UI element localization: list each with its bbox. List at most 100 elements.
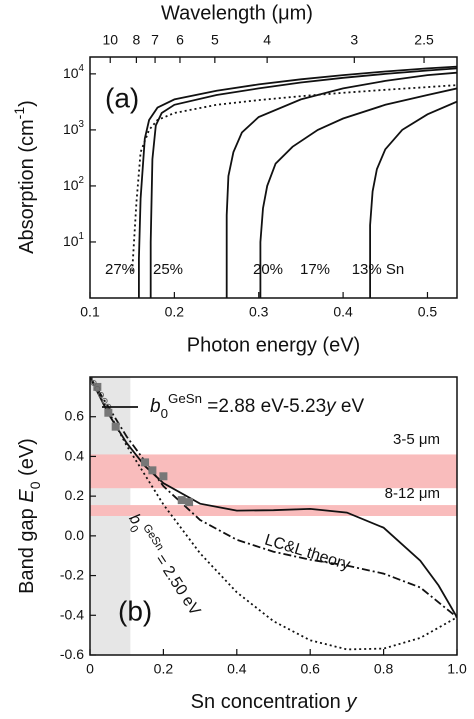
text-part: E: [16, 489, 38, 503]
data-point: [94, 385, 101, 392]
data-point: [93, 382, 102, 391]
text-part: ): [16, 100, 38, 107]
x-tick-label: 0.5: [418, 304, 438, 320]
x-tick-label: 0: [86, 661, 94, 677]
text-part: 0.4: [65, 447, 85, 463]
y-tick-label: 0.2: [65, 487, 85, 503]
band-label: 8-12 μm: [385, 485, 440, 502]
data-point: [159, 472, 168, 481]
text-part: 10: [63, 121, 79, 137]
legend-entry: b0GeSn =2.88 eV-5.23y eV: [150, 391, 364, 421]
band-label: 3-5 μm: [393, 431, 440, 448]
x2-tick-label: 3: [350, 32, 358, 48]
y-tick-label: 0.4: [65, 447, 85, 463]
text-part: 1: [79, 231, 84, 242]
y-tick-label: 104: [63, 63, 85, 81]
text-part: eV: [336, 396, 365, 417]
y-tick-label: -0.2: [60, 566, 84, 582]
y-tick-label: 0.0: [65, 527, 85, 543]
text-part: -1: [11, 107, 27, 120]
x2-tick-label: 6: [176, 32, 184, 48]
curve-label: 25%: [153, 261, 183, 278]
x2-tick-label: 2.5: [414, 32, 434, 48]
text-part: 2: [79, 175, 84, 186]
text-part: -0.4: [60, 606, 84, 622]
data-point: [104, 408, 113, 417]
data-point: [141, 458, 150, 467]
curve: [131, 84, 457, 272]
x-tick-label: 0.2: [165, 304, 185, 320]
x2-tick-label: 5: [211, 32, 219, 48]
x-tick-label: 0.4: [227, 661, 247, 677]
text-part: Band gap: [16, 503, 38, 594]
text-part: 0: [161, 406, 168, 421]
curve: [138, 65, 457, 298]
x2-tick-label: 7: [151, 32, 159, 48]
x-tick-label: 0.6: [300, 661, 320, 677]
text-part: 0.0: [65, 527, 85, 543]
curve-label: 17%: [300, 261, 330, 278]
x-tick-label: 0.2: [154, 661, 174, 677]
data-point: [177, 496, 186, 505]
x-tick-label: 1.0: [447, 661, 467, 677]
x-tick-label: 0.4: [333, 304, 353, 320]
data-point: [90, 379, 97, 386]
plot-frame: [89, 56, 458, 299]
curve: [149, 67, 457, 298]
curve-label: 27%: [105, 261, 135, 278]
x2-tick-label: 8: [132, 32, 140, 48]
panel-label: (b): [118, 595, 152, 626]
curve: [225, 71, 457, 298]
panel-label: (a): [105, 82, 139, 113]
y-axis-label: Absorption (cm-1): [11, 100, 39, 254]
curve-label: 13% Sn: [352, 261, 405, 278]
data-point: [90, 377, 93, 382]
text-part: 0.6: [65, 407, 85, 423]
text-part: 0: [27, 481, 43, 489]
x-tick-label: 0.3: [249, 304, 269, 320]
curve: [369, 100, 457, 298]
axis-title-top: Wavelength (μm): [161, 2, 313, 24]
text-part: 10: [63, 233, 79, 249]
text-part: GeSn: [168, 391, 202, 406]
data-point: [111, 422, 120, 431]
x-axis-label: Photon energy (eV): [187, 334, 360, 356]
x-tick-label: 0.1: [80, 304, 100, 320]
text-part: -0.2: [60, 566, 84, 582]
text-part: (eV): [16, 438, 38, 481]
data-point: [98, 391, 105, 398]
curve: [90, 377, 457, 618]
x2-tick-label: 4: [263, 32, 271, 48]
text-part: -0.6: [60, 646, 84, 662]
x-tick-label: 0.8: [374, 661, 394, 677]
text-part: 0: [127, 523, 140, 535]
text-part: 4: [79, 63, 85, 74]
text-part: = 2.50 eV: [149, 548, 203, 619]
text-part: b: [150, 396, 161, 417]
x-axis-label: Sn concentration y: [191, 691, 358, 713]
text-part: Absorption (cm: [16, 119, 38, 254]
data-point: [101, 397, 108, 404]
y-tick-label: 101: [63, 231, 84, 249]
curve-annotation: LC&L theory: [263, 532, 352, 574]
y-axis-label: Band gap E0 (eV): [16, 438, 42, 594]
x2-tick-label: 10: [102, 32, 118, 48]
plot-area: [90, 377, 457, 655]
text-part: y: [344, 691, 357, 713]
y-tick-label: 0.6: [65, 407, 85, 423]
y-tick-label: -0.6: [60, 646, 84, 662]
curve: [259, 87, 457, 298]
text-part: y: [324, 396, 337, 417]
y-tick-label: 102: [63, 175, 84, 193]
text-part: 3: [79, 119, 85, 130]
data-point: [185, 498, 194, 507]
text-part: 10: [63, 65, 79, 81]
plot-area: [131, 65, 457, 298]
text-part: 0.2: [65, 487, 85, 503]
plot-frame: [89, 376, 458, 656]
curve: [90, 377, 457, 618]
y-tick-label: 103: [63, 119, 85, 137]
text-part: Sn concentration: [191, 691, 347, 713]
curve-label: 20%: [253, 261, 283, 278]
